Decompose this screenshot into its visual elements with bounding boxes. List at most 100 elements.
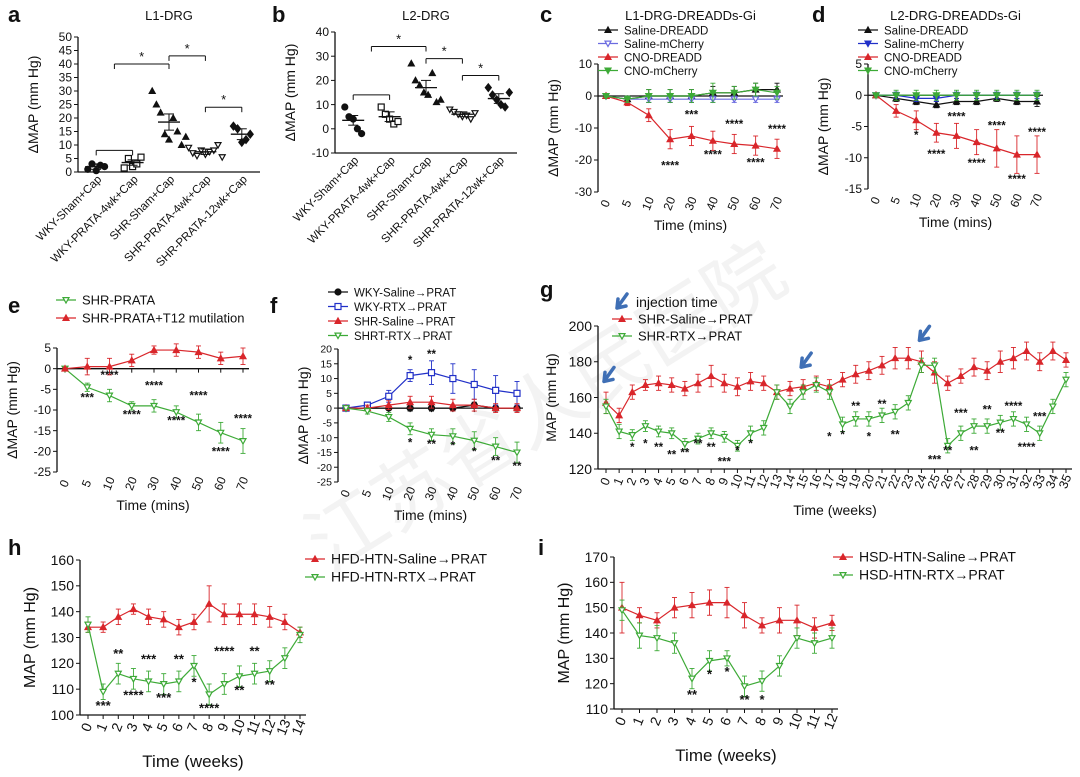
data-point-marker <box>216 354 225 362</box>
significance-label: ** <box>996 428 1005 440</box>
y-tick-label: 160 <box>569 389 593 405</box>
y-tick-label: 110 <box>586 701 609 717</box>
panel-letter: f <box>270 293 278 318</box>
y-tick-label: 0 <box>326 403 332 415</box>
significance-label: ** <box>970 446 979 458</box>
data-point-marker <box>353 125 361 133</box>
significance-label: ** <box>687 687 698 702</box>
category-label: WKY-Sham+Cap <box>34 174 104 244</box>
data-point-marker <box>192 152 202 161</box>
y-tick-label: 110 <box>52 681 75 697</box>
data-point-marker <box>427 369 436 377</box>
x-tick-label: 70 <box>233 474 251 492</box>
x-tick-label: 50 <box>987 191 1005 209</box>
data-point-marker <box>972 97 981 105</box>
data-point-marker <box>877 412 887 420</box>
significance-label: *** <box>718 456 732 468</box>
x-tick-label: 40 <box>443 484 461 502</box>
significance-label: ** <box>174 651 185 666</box>
data-point-marker <box>930 362 939 370</box>
y-tick-label: -15 <box>34 424 52 438</box>
data-point-marker <box>810 640 819 648</box>
y-tick-label: -10 <box>312 146 330 160</box>
injection-arrow-icon <box>615 292 629 310</box>
significance-label: * <box>472 446 477 458</box>
data-point-marker <box>825 389 834 397</box>
data-point-marker <box>904 399 913 408</box>
significance-label: **** <box>725 119 743 131</box>
significance-label: * <box>643 439 648 451</box>
significance-label: ** <box>878 399 887 411</box>
significance-label: *** <box>81 393 95 405</box>
significance-label: *** <box>96 698 112 713</box>
data-point-marker <box>1032 97 1042 105</box>
x-tick-label: 0 <box>597 476 613 488</box>
data-point-marker <box>635 632 644 640</box>
data-point-marker <box>757 621 767 629</box>
data-point-marker <box>992 144 1001 152</box>
data-point-marker <box>250 670 259 678</box>
data-point-marker <box>149 345 159 354</box>
y-tick-label: -10 <box>317 432 332 444</box>
x-tick-label: 4 <box>681 714 699 727</box>
data-point-marker <box>730 139 739 147</box>
data-point-marker <box>235 610 244 618</box>
y-tick-label: 160 <box>585 574 609 590</box>
panel-letter: i <box>538 535 544 560</box>
y-tick-label: 120 <box>569 461 593 477</box>
x-tick-label: 40 <box>167 474 185 492</box>
x-tick-label: 9 <box>716 476 732 488</box>
data-point-marker <box>838 571 848 580</box>
y-tick-label: 30 <box>59 84 73 98</box>
data-point-marker <box>406 425 415 434</box>
data-point-marker <box>912 92 921 100</box>
x-tick-label: 18 <box>833 472 851 490</box>
data-point-marker <box>720 378 729 387</box>
x-tick-label: 5 <box>663 476 679 488</box>
data-point-marker <box>1012 92 1021 100</box>
data-point-marker <box>838 552 848 561</box>
data-point-marker <box>666 134 675 143</box>
data-point-marker <box>956 430 965 438</box>
y-tick-label: 100 <box>51 707 75 723</box>
data-point-marker <box>129 675 138 684</box>
data-point-marker <box>687 675 697 683</box>
data-point-marker <box>943 442 952 450</box>
x-tick-label: 1 <box>629 714 647 727</box>
data-point-marker <box>746 430 755 438</box>
data-point-marker <box>670 640 679 648</box>
significance-label: ** <box>707 442 716 454</box>
x-tick-label: 25 <box>925 472 943 490</box>
x-tick-label: 70 <box>507 484 525 502</box>
data-point-marker <box>334 288 342 296</box>
significance-label: **** <box>123 409 141 421</box>
data-point-marker <box>295 631 305 640</box>
y-tick-label: -5 <box>323 418 332 430</box>
data-point-marker <box>406 372 414 380</box>
x-tick-label: 10 <box>907 191 925 209</box>
significance-label: ** <box>891 430 900 442</box>
x-tick-label: 50 <box>465 484 483 502</box>
significance-label: * <box>630 442 635 454</box>
y-axis-label: ΔMAP (mm Hg) <box>4 361 20 459</box>
y-tick-label: 15 <box>59 125 73 139</box>
data-point-marker <box>601 92 611 101</box>
y-tick-label: 5 <box>65 152 72 166</box>
legend-label: injection time <box>636 294 718 310</box>
x-tick-label: 5 <box>619 197 635 209</box>
data-point-marker <box>864 415 873 424</box>
data-point-marker <box>250 610 259 618</box>
data-point-marker <box>617 333 627 341</box>
data-point-marker <box>1009 415 1018 424</box>
significance-label: *** <box>1033 412 1047 424</box>
y-tick-label: -25 <box>34 465 52 479</box>
x-tick-label: 0 <box>57 477 73 489</box>
data-point-marker <box>693 435 703 443</box>
significance-label: **** <box>199 700 220 715</box>
significance-label: **** <box>927 149 945 161</box>
data-point-marker <box>751 96 760 104</box>
category-label: SHR-Sham+Cap <box>365 155 434 224</box>
data-point-marker <box>972 92 981 100</box>
data-point-marker <box>177 140 186 148</box>
